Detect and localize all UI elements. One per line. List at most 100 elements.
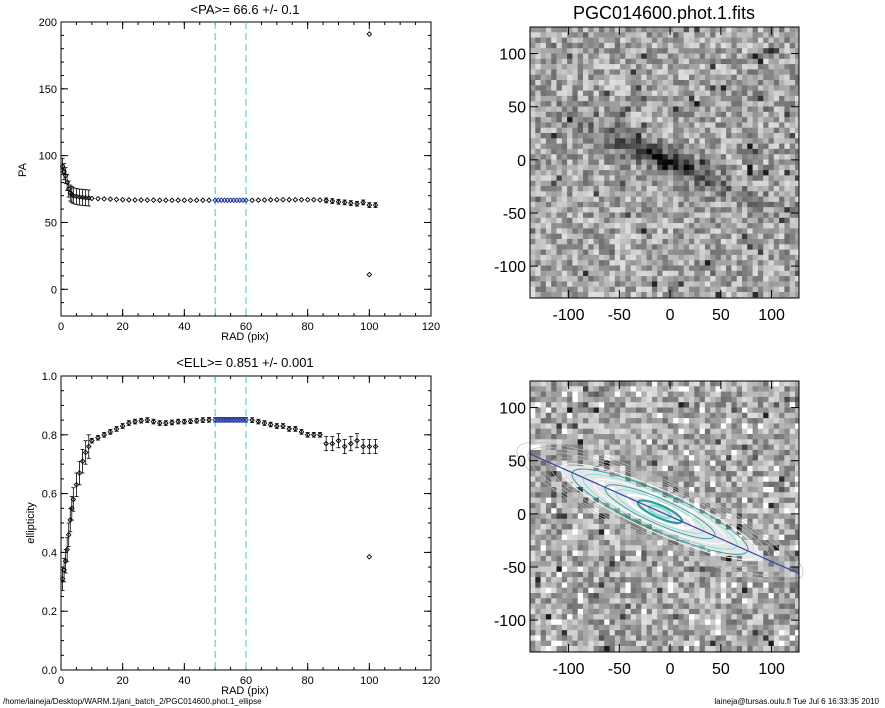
x-tick-label: 100 bbox=[360, 675, 378, 687]
data-point bbox=[323, 197, 330, 204]
ellipticity-plot: <ELL>= 0.851 +/- 0.001 RAD (pix) ellipti… bbox=[25, 355, 440, 697]
data-point bbox=[181, 418, 188, 425]
data-point bbox=[162, 420, 169, 426]
y-tick-label: 200 bbox=[39, 17, 57, 29]
ellipticity-plot-xlabel: RAD (pix) bbox=[221, 685, 269, 697]
data-point bbox=[267, 421, 274, 428]
data-point bbox=[70, 192, 77, 199]
y-tick-label: 0.2 bbox=[42, 606, 57, 618]
data-point bbox=[310, 431, 317, 438]
data-point bbox=[221, 197, 228, 204]
galaxy-image-panel: PGC014600.phot.1.fits -100 -50 0 50 100 100 50… bbox=[494, 3, 800, 324]
y-tick-label: 150 bbox=[39, 84, 57, 96]
x-tick-label: 50 bbox=[712, 661, 730, 678]
x-tick-label: 80 bbox=[302, 321, 314, 333]
data-point bbox=[280, 423, 286, 429]
data-point bbox=[101, 196, 108, 202]
data-point bbox=[341, 443, 348, 450]
outlier-point bbox=[366, 271, 373, 278]
data-point bbox=[329, 440, 336, 447]
data-point bbox=[175, 418, 182, 425]
outlier-point bbox=[366, 31, 373, 37]
data-point bbox=[249, 197, 256, 204]
data-point bbox=[372, 443, 379, 450]
data-point bbox=[243, 416, 249, 423]
x-tick-label: 40 bbox=[178, 675, 190, 687]
data-point bbox=[169, 419, 175, 426]
data-point bbox=[267, 197, 274, 203]
data-point bbox=[255, 197, 262, 203]
data-point bbox=[107, 196, 114, 203]
data-point bbox=[366, 443, 373, 450]
y-tick-label: 50 bbox=[508, 100, 526, 117]
data-point bbox=[286, 196, 293, 203]
data-point bbox=[76, 470, 83, 476]
data-point bbox=[119, 423, 126, 429]
data-point bbox=[199, 417, 206, 423]
y-tick-label: 100 bbox=[39, 151, 57, 163]
footer-user-date: laineja@tursas.oulu.fi Tue Jul 6 16:33:3… bbox=[714, 697, 879, 706]
data-point bbox=[366, 202, 373, 208]
data-point bbox=[187, 418, 194, 425]
x-tick-label: 80 bbox=[302, 675, 314, 687]
data-point bbox=[261, 197, 268, 203]
data-point bbox=[292, 426, 299, 432]
x-tick-label: 50 bbox=[712, 307, 730, 324]
x-tick-label: 120 bbox=[422, 675, 440, 687]
major-axis-line bbox=[530, 453, 799, 575]
data-point bbox=[227, 197, 234, 204]
outlier-point bbox=[366, 553, 373, 560]
data-point bbox=[273, 196, 280, 203]
x-tick-label: 0 bbox=[58, 321, 64, 333]
data-point bbox=[107, 429, 114, 435]
data-point bbox=[230, 197, 237, 204]
data-point bbox=[193, 417, 200, 424]
data-point bbox=[85, 443, 92, 450]
data-point bbox=[304, 431, 311, 438]
data-point bbox=[243, 197, 249, 204]
data-point bbox=[304, 196, 311, 203]
x-tick-label: -100 bbox=[553, 307, 585, 324]
data-point bbox=[162, 197, 169, 204]
data-point bbox=[169, 197, 175, 204]
data-point bbox=[273, 423, 280, 429]
data-point bbox=[310, 196, 317, 203]
data-point bbox=[132, 418, 138, 425]
pa-plot: <PA>= 66.6 +/- 0.1 RAD (pix) PA 0 20 40 60 8… bbox=[17, 2, 440, 343]
data-point bbox=[144, 197, 151, 203]
y-tick-label: -50 bbox=[503, 206, 526, 223]
ellipticity-plot-title: <ELL>= 0.851 +/- 0.001 bbox=[176, 355, 313, 370]
x-tick-label: 40 bbox=[178, 321, 190, 333]
data-point bbox=[175, 197, 182, 204]
data-point bbox=[329, 198, 336, 204]
data-point bbox=[360, 199, 367, 206]
data-point bbox=[113, 196, 120, 203]
x-tick-label: 100 bbox=[758, 661, 785, 678]
x-tick-label: 0 bbox=[58, 675, 64, 687]
data-point bbox=[95, 195, 101, 202]
x-tick-label: 20 bbox=[117, 321, 129, 333]
data-point bbox=[224, 197, 231, 204]
data-point bbox=[335, 198, 342, 205]
x-tick-label: 100 bbox=[360, 321, 378, 333]
data-point bbox=[233, 197, 240, 204]
y-tick-label: 1.0 bbox=[42, 371, 57, 383]
data-point bbox=[119, 196, 126, 203]
data-point bbox=[138, 197, 145, 203]
data-point bbox=[193, 197, 200, 204]
data-point bbox=[255, 418, 262, 425]
data-point bbox=[88, 437, 95, 444]
data-point bbox=[101, 431, 108, 438]
data-point bbox=[88, 195, 95, 202]
y-tick-label: 50 bbox=[508, 454, 526, 471]
data-point bbox=[335, 437, 342, 444]
data-point bbox=[249, 417, 256, 423]
x-tick-label: 0 bbox=[666, 661, 675, 678]
galaxy-contour-panel: -100 -50 0 50 100 100 50 0 -50 -100 bbox=[494, 380, 804, 678]
x-tick-label: 60 bbox=[240, 675, 252, 687]
x-tick-label: 60 bbox=[240, 321, 252, 333]
data-point bbox=[82, 449, 89, 456]
data-point bbox=[218, 197, 225, 204]
x-tick-label: -50 bbox=[608, 307, 631, 324]
